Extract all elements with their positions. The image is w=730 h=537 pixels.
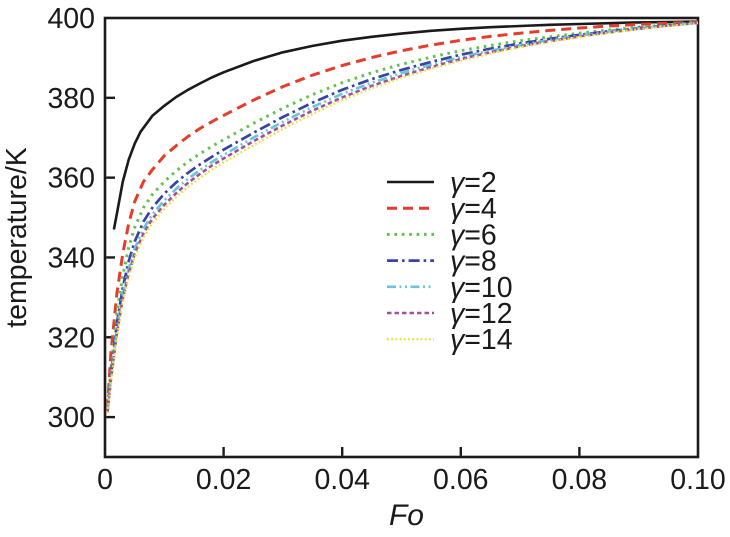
legend-gamma-value: =10 [464, 272, 512, 304]
curves-group [105, 20, 699, 414]
y-tick-label: 340 [47, 242, 95, 274]
legend-label-gamma-4: γ=4 [450, 193, 497, 225]
x-tick-label: 0.02 [196, 464, 251, 496]
x-tick-label: 0.10 [670, 464, 725, 496]
legend-gamma-value: =2 [464, 167, 497, 199]
x-tick-label: 0.04 [314, 464, 370, 496]
legend-gamma-symbol: γ [450, 298, 466, 330]
y-tick-label: 300 [47, 402, 95, 434]
curve-gamma-2 [112, 20, 699, 230]
plot-border [103, 16, 700, 459]
y-tick-label: 380 [47, 83, 95, 115]
curve-gamma-8 [106, 21, 699, 413]
legend-gamma-value: =4 [464, 193, 497, 225]
legend-gamma-symbol: γ [450, 219, 466, 251]
legend-label-gamma-2: γ=2 [450, 167, 497, 199]
curve-gamma-14 [106, 22, 699, 414]
curve-gamma-4 [105, 20, 699, 410]
y-tick-label: 320 [47, 322, 95, 354]
legend-gamma-value: =8 [464, 246, 497, 278]
legend-gamma-value: =12 [464, 298, 512, 330]
legend-label-gamma-10: γ=10 [450, 272, 513, 304]
legend-gamma-symbol: γ [450, 324, 466, 356]
legend-gamma-value: =6 [464, 219, 497, 251]
legend-label-gamma-6: γ=6 [450, 219, 497, 251]
legend-label-gamma-8: γ=8 [450, 246, 497, 278]
y-axis-label: temperature/K [1, 147, 33, 328]
x-tick-label: 0.08 [552, 464, 607, 496]
legend-label-gamma-14: γ=14 [450, 324, 513, 356]
y-tick-label: 360 [47, 163, 95, 195]
legend-gamma-symbol: γ [450, 272, 466, 304]
y-tick-label: 400 [47, 3, 95, 35]
x-axis-label: Fo [389, 499, 424, 532]
x-tick-label: 0.06 [433, 464, 488, 496]
legend-label-gamma-12: γ=12 [450, 298, 513, 330]
x-tick-label: 0 [97, 464, 113, 496]
curve-gamma-10 [106, 21, 699, 413]
legend-gamma-value: =14 [464, 324, 512, 356]
legend-gamma-symbol: γ [450, 193, 466, 225]
curve-gamma-6 [105, 20, 699, 412]
legend-gamma-symbol: γ [450, 167, 466, 199]
curve-gamma-12 [106, 21, 699, 413]
legend: γ=2γ=4γ=6γ=8γ=10γ=12γ=14 [387, 167, 513, 356]
legend-gamma-symbol: γ [450, 246, 466, 278]
